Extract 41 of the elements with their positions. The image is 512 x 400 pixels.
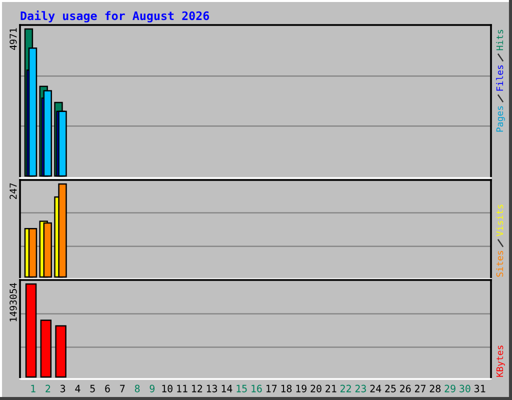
x-tick-label: 1 (31, 384, 36, 392)
x-tick-label: 3 (60, 384, 66, 392)
x-tick-label: 23 (355, 384, 366, 392)
x-tick-label: 12 (192, 384, 202, 392)
text: KBytes (496, 346, 505, 377)
x-tick-label: 19 (296, 384, 306, 392)
x-tick-label: 18 (281, 384, 292, 392)
x-tick-label: 6 (105, 384, 110, 392)
text: Visits (496, 204, 504, 236)
x-tick-label: 27 (414, 384, 426, 392)
x-tick-label: 5 (90, 384, 95, 392)
x-tick-label: 17 (266, 384, 277, 392)
x-tick-label: 9 (150, 384, 155, 392)
text: 247 (10, 183, 17, 199)
text: 4971 (10, 28, 17, 50)
x-tick-label: 15 (236, 384, 247, 392)
x-tick-label: 8 (134, 384, 140, 392)
x-tick-label: 14 (222, 384, 232, 392)
x-tick-label: 10 (162, 384, 172, 392)
x-tick-label: 21 (326, 384, 336, 392)
x-tick-label: 2 (46, 384, 50, 392)
x-tick-label: 29 (444, 384, 456, 392)
x-tick-label: 20 (310, 384, 322, 392)
x-tick-label: 16 (252, 384, 262, 392)
x-tick-label: 31 (474, 384, 486, 392)
chart-title: Daily usage for August 2026 (20, 10, 210, 22)
x-tick-label: 11 (177, 384, 188, 392)
x-tick-label: 4 (75, 384, 80, 392)
x-tick-label: 30 (460, 384, 470, 392)
x-tick-label: 22 (340, 384, 351, 392)
text: Files (496, 65, 504, 91)
x-tick-label: 13 (206, 384, 218, 392)
x-tick-label: 28 (430, 384, 441, 392)
x-tick-label: 25 (385, 384, 396, 392)
x-tick-label: 24 (370, 384, 382, 392)
text: 1493054 (10, 283, 17, 322)
x-tick-label: 7 (120, 384, 125, 392)
text: Sites (496, 251, 504, 277)
text: Pages (496, 106, 505, 132)
x-tick-label: 26 (400, 384, 411, 392)
text: Hits (496, 30, 504, 50)
